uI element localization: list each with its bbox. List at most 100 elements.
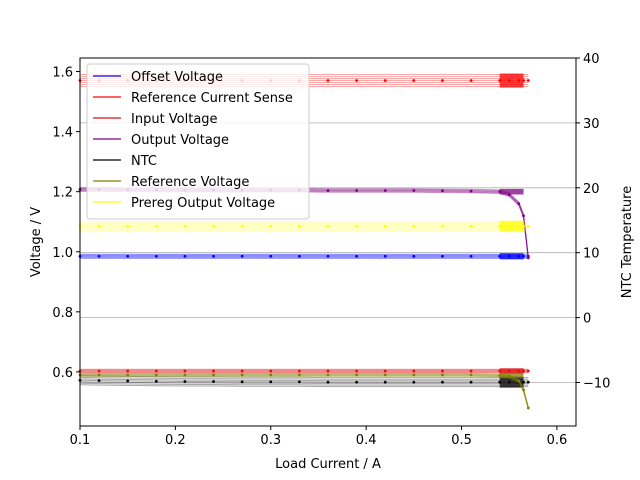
data-point [441,79,444,82]
x-tick-label: 0.3 [260,433,281,448]
data-point [154,369,158,373]
data-point [297,369,301,373]
data-point [269,380,273,384]
data-point [97,254,101,258]
legend-entry: Input Voltage [131,112,218,127]
y2-axis-label: NTC Temperature [620,186,635,298]
y-tick-label: 1.2 [52,186,73,201]
data-point [355,254,359,258]
data-point [240,373,244,377]
data-point [355,189,359,192]
data-point [522,214,525,218]
dense-cluster [499,253,524,260]
data-point [383,254,387,258]
data-point [326,373,330,377]
y2-tick-label: 20 [583,182,600,197]
y-tick-label: 1.6 [52,66,73,81]
y-ticks: 0.6 0.8 1.0 1.2 1.4 1.6 [52,66,80,381]
data-point [126,369,130,373]
data-point [412,369,416,373]
data-point [526,256,530,260]
data-point [526,79,530,82]
data-point [412,189,416,192]
legend-entry: Reference Current Sense [131,91,293,106]
data-point [355,369,359,373]
series-offset-voltage [78,253,530,260]
data-point [297,224,301,228]
data-point [212,369,215,373]
data-point [97,224,101,228]
dense-cluster [499,368,524,374]
data-point [97,369,101,373]
data-point [383,373,387,377]
data-point [526,224,530,228]
data-point [326,369,330,373]
data-point [212,224,215,228]
data-point [212,373,215,377]
data-point [183,380,187,383]
series-ntc [78,375,530,388]
data-point [383,79,387,82]
series-input-voltage [78,368,530,374]
dense-cluster [499,220,524,232]
data-point [469,254,473,258]
data-point [469,369,473,373]
y-tick-label: 1.0 [52,246,73,261]
data-point [297,373,301,377]
x-tick-label: 0.6 [547,433,568,448]
data-point [126,379,130,383]
dense-cluster [499,73,524,88]
x-axis-label: Load Current / A [275,457,381,472]
data-point [183,224,187,228]
data-point [97,379,101,383]
data-point [355,380,359,384]
data-point [441,189,444,193]
y-tick-label: 0.6 [52,366,73,381]
y-tick-label: 1.4 [52,126,73,141]
data-point [240,380,244,384]
x-tick-label: 0.4 [356,433,377,448]
x-tick-label: 0.5 [451,433,472,448]
legend-entry: Output Voltage [131,133,229,148]
data-point [326,189,330,192]
data-point [297,380,301,384]
data-point [154,254,158,258]
series-prereg-output-voltage [78,220,530,232]
data-point [526,369,530,373]
data-point [212,254,215,258]
data-point [441,369,444,373]
data-point [240,224,244,228]
data-point [383,189,387,192]
data-point [126,224,130,228]
data-point [412,380,416,384]
data-point [441,380,444,384]
data-point [269,373,273,377]
legend-entry: Prereg Output Voltage [131,196,275,211]
data-point [126,254,130,258]
dense-cluster [499,376,524,388]
data-point [183,254,187,258]
data-point [97,373,101,377]
data-point [355,224,359,228]
data-point [517,202,521,206]
y2-ticks: −10 0 10 20 30 40 [576,52,610,392]
data-point [154,373,158,377]
data-point [517,379,521,383]
data-point [297,254,301,258]
data-point [441,254,444,258]
legend: Offset Voltage Reference Current Sense Inp… [86,63,310,220]
y2-tick-label: 0 [583,312,591,327]
data-point [469,373,473,377]
data-point [469,224,473,228]
x-ticks: 0.1 0.2 0.3 0.4 0.5 0.6 [70,426,568,448]
data-point [412,79,416,82]
data-point [183,369,187,373]
data-point [383,380,387,384]
dense-cluster [499,373,524,379]
legend-entry: Reference Voltage [131,175,249,190]
y-tick-label: 0.8 [52,306,73,321]
data-point [326,254,330,258]
data-point [355,79,359,82]
legend-entry: NTC [131,154,157,169]
y2-tick-label: 10 [583,247,600,262]
